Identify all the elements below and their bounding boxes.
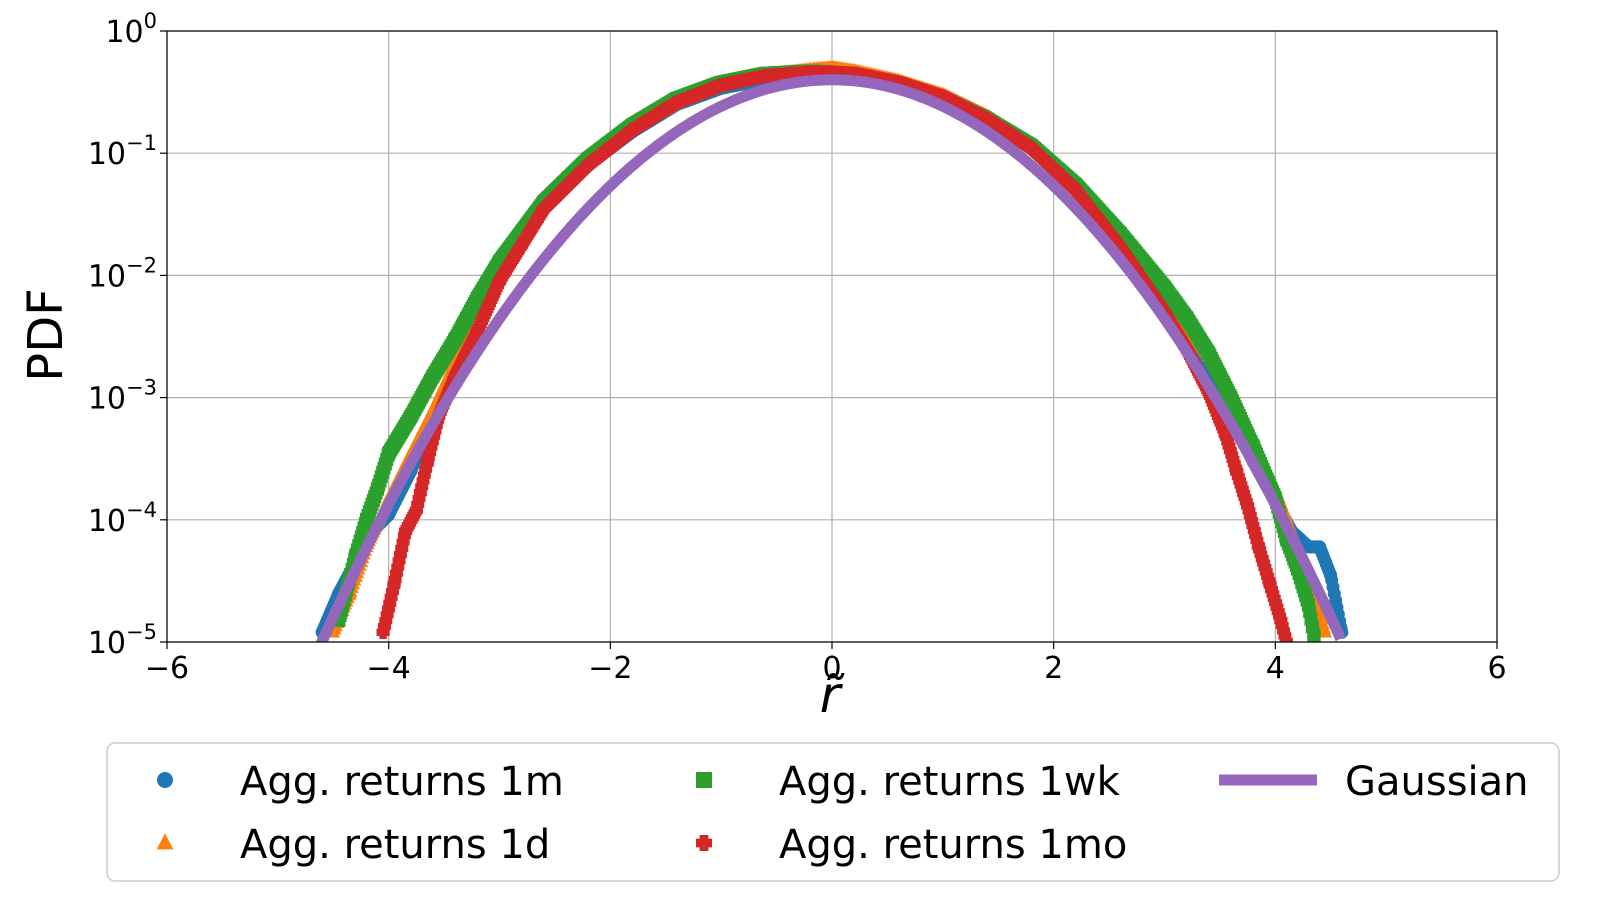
y-tick-base: 10	[88, 259, 126, 294]
legend-swatch	[157, 772, 173, 788]
legend-label: Gaussian	[1345, 759, 1529, 805]
y-tick-exponent: −4	[126, 498, 157, 522]
x-tick-label: −6	[145, 651, 189, 686]
legend-box	[106, 742, 1560, 882]
y-tick-label: 10−5	[88, 620, 157, 661]
y-tick-exponent: −2	[126, 253, 157, 277]
data-point	[1307, 627, 1321, 641]
y-axis-label: PDF	[18, 288, 74, 382]
legend-swatch	[696, 772, 712, 788]
x-tick-label: −4	[367, 651, 411, 686]
y-tick-label: 100	[105, 9, 157, 50]
y-tick-exponent: −1	[126, 131, 157, 155]
y-tick-label: 10−3	[88, 376, 157, 417]
x-tick-label: 2	[1044, 651, 1063, 686]
y-tick-base: 10	[88, 504, 126, 539]
legend-label: Agg. returns 1d	[240, 822, 550, 868]
y-tick-exponent: 0	[144, 9, 157, 33]
y-tick-base: 10	[88, 382, 126, 417]
legend-entry: Agg. returns 1mo	[696, 822, 1127, 868]
y-tick-label: 10−4	[88, 498, 157, 539]
x-axis-label: r̃	[820, 666, 846, 724]
y-tick-base: 10	[88, 137, 126, 172]
x-tick-label: −2	[588, 651, 632, 686]
x-axis-ticks: −6 −4 −2 0 2 4 6	[145, 642, 1507, 686]
plot-area	[315, 59, 1349, 642]
legend-label: Agg. returns 1mo	[779, 822, 1127, 868]
y-tick-label: 10−2	[88, 253, 157, 294]
x-tick-label: 4	[1266, 651, 1285, 686]
x-tick-label: 0	[822, 651, 841, 686]
legend-entry: Agg. returns 1d	[156, 822, 550, 868]
legend-label: Agg. returns 1m	[240, 759, 564, 805]
legend-entry: Agg. returns 1wk	[696, 759, 1121, 805]
data-point	[1279, 634, 1293, 642]
y-tick-base: 10	[88, 626, 126, 661]
y-tick-exponent: −5	[126, 620, 157, 644]
y-tick-exponent: −3	[126, 376, 157, 400]
legend: Agg. returns 1m Agg. returns 1d Agg. retur…	[106, 742, 1560, 882]
legend-swatch	[156, 833, 174, 850]
legend-entry: Gaussian	[1219, 759, 1529, 805]
y-tick-label: 10−1	[88, 131, 157, 172]
legend-swatch	[696, 835, 712, 851]
legend-entry: Agg. returns 1m	[157, 759, 564, 805]
x-tick-label: 6	[1487, 651, 1506, 686]
data-point	[1317, 620, 1331, 634]
gaussian-line	[315, 74, 1346, 642]
y-tick-base: 10	[105, 15, 143, 50]
series-line	[315, 74, 1346, 642]
legend-label: Agg. returns 1wk	[779, 759, 1121, 805]
